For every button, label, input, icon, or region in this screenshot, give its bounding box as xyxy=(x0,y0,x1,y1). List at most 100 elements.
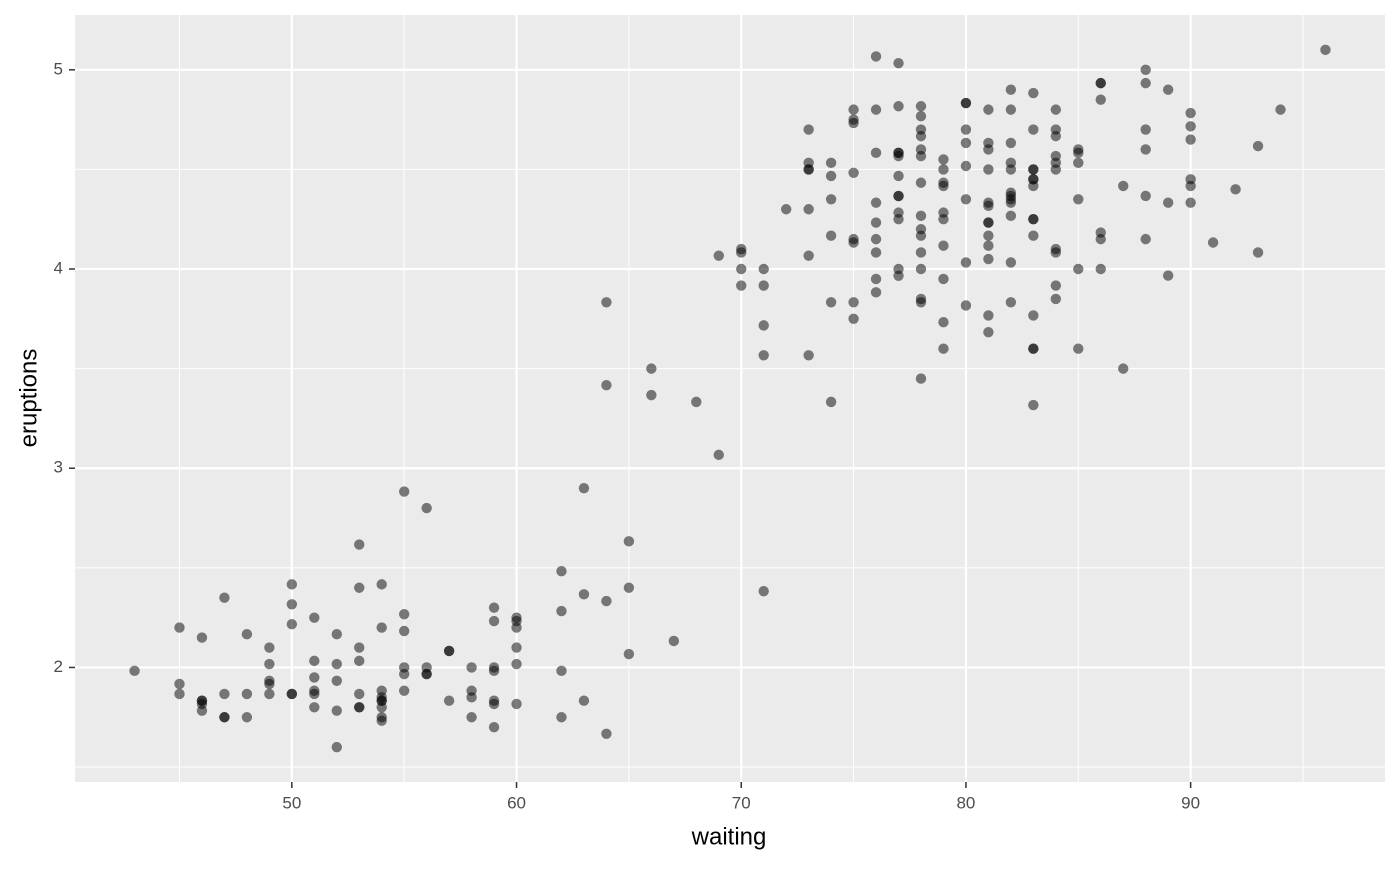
point xyxy=(1050,157,1062,169)
point xyxy=(668,635,680,647)
point xyxy=(1073,147,1084,159)
point xyxy=(1185,121,1196,132)
point xyxy=(556,712,567,723)
point xyxy=(960,160,972,172)
point xyxy=(915,111,927,122)
point xyxy=(870,217,882,228)
point xyxy=(893,101,904,112)
point xyxy=(1028,214,1039,225)
point xyxy=(780,204,792,215)
point xyxy=(1185,107,1196,119)
point xyxy=(983,240,994,251)
point xyxy=(893,58,904,69)
point xyxy=(1185,134,1196,145)
point xyxy=(848,167,859,178)
point xyxy=(960,124,972,135)
point xyxy=(1005,297,1017,308)
point xyxy=(354,642,365,653)
point xyxy=(376,579,387,590)
point xyxy=(129,665,140,677)
point xyxy=(331,658,342,670)
point xyxy=(938,316,949,328)
point xyxy=(578,482,590,494)
point xyxy=(915,101,927,112)
point xyxy=(466,712,477,723)
point xyxy=(713,250,724,261)
point xyxy=(1118,180,1129,192)
point xyxy=(331,675,342,686)
point xyxy=(241,628,253,640)
point xyxy=(1162,84,1174,95)
point xyxy=(1162,197,1174,208)
point xyxy=(825,297,837,308)
point xyxy=(1005,84,1017,95)
point xyxy=(1005,104,1017,115)
point xyxy=(443,695,455,706)
point xyxy=(915,230,927,241)
point xyxy=(915,297,927,308)
point xyxy=(1050,280,1062,291)
point xyxy=(398,609,410,620)
point xyxy=(803,204,814,215)
x-tick-label: 80 xyxy=(956,793,975,812)
point xyxy=(1095,94,1106,105)
point xyxy=(601,728,612,739)
point xyxy=(556,566,567,577)
point xyxy=(1050,104,1062,115)
point xyxy=(1207,237,1219,248)
point xyxy=(983,253,994,265)
point xyxy=(646,389,657,401)
point xyxy=(174,622,185,633)
point xyxy=(376,622,387,633)
point xyxy=(825,230,837,241)
point xyxy=(938,164,949,175)
point xyxy=(511,658,522,670)
point xyxy=(915,144,927,155)
point xyxy=(601,595,612,607)
point xyxy=(758,350,769,361)
point xyxy=(309,685,320,696)
point xyxy=(870,51,882,62)
point xyxy=(264,642,275,653)
point xyxy=(309,672,320,683)
y-axis-title: eruptions xyxy=(15,349,42,448)
point xyxy=(1073,157,1084,169)
point xyxy=(1050,243,1062,255)
point xyxy=(488,615,500,627)
point xyxy=(915,263,927,275)
point xyxy=(960,300,972,311)
point xyxy=(825,194,837,205)
point xyxy=(398,486,410,497)
point xyxy=(286,599,298,610)
point xyxy=(1252,247,1264,258)
point xyxy=(870,233,882,245)
point xyxy=(736,263,747,275)
point xyxy=(354,702,365,713)
point xyxy=(264,675,275,686)
point xyxy=(938,273,949,285)
point xyxy=(1050,293,1062,305)
point xyxy=(466,662,477,673)
point xyxy=(174,688,185,700)
point xyxy=(893,270,904,281)
x-tick-label: 70 xyxy=(732,793,751,812)
point xyxy=(960,257,972,268)
point xyxy=(1140,190,1151,202)
point xyxy=(309,702,320,713)
point xyxy=(1028,230,1039,241)
point xyxy=(848,114,859,125)
point xyxy=(1028,310,1039,321)
point xyxy=(960,97,972,109)
point xyxy=(938,207,949,218)
point xyxy=(938,154,949,165)
point xyxy=(1073,343,1084,354)
point xyxy=(511,698,522,710)
point xyxy=(264,658,275,670)
point xyxy=(601,379,612,391)
point xyxy=(915,247,927,258)
point xyxy=(1028,87,1039,99)
point xyxy=(1028,164,1039,175)
point xyxy=(1140,64,1151,75)
point xyxy=(488,602,500,613)
point xyxy=(511,642,522,653)
